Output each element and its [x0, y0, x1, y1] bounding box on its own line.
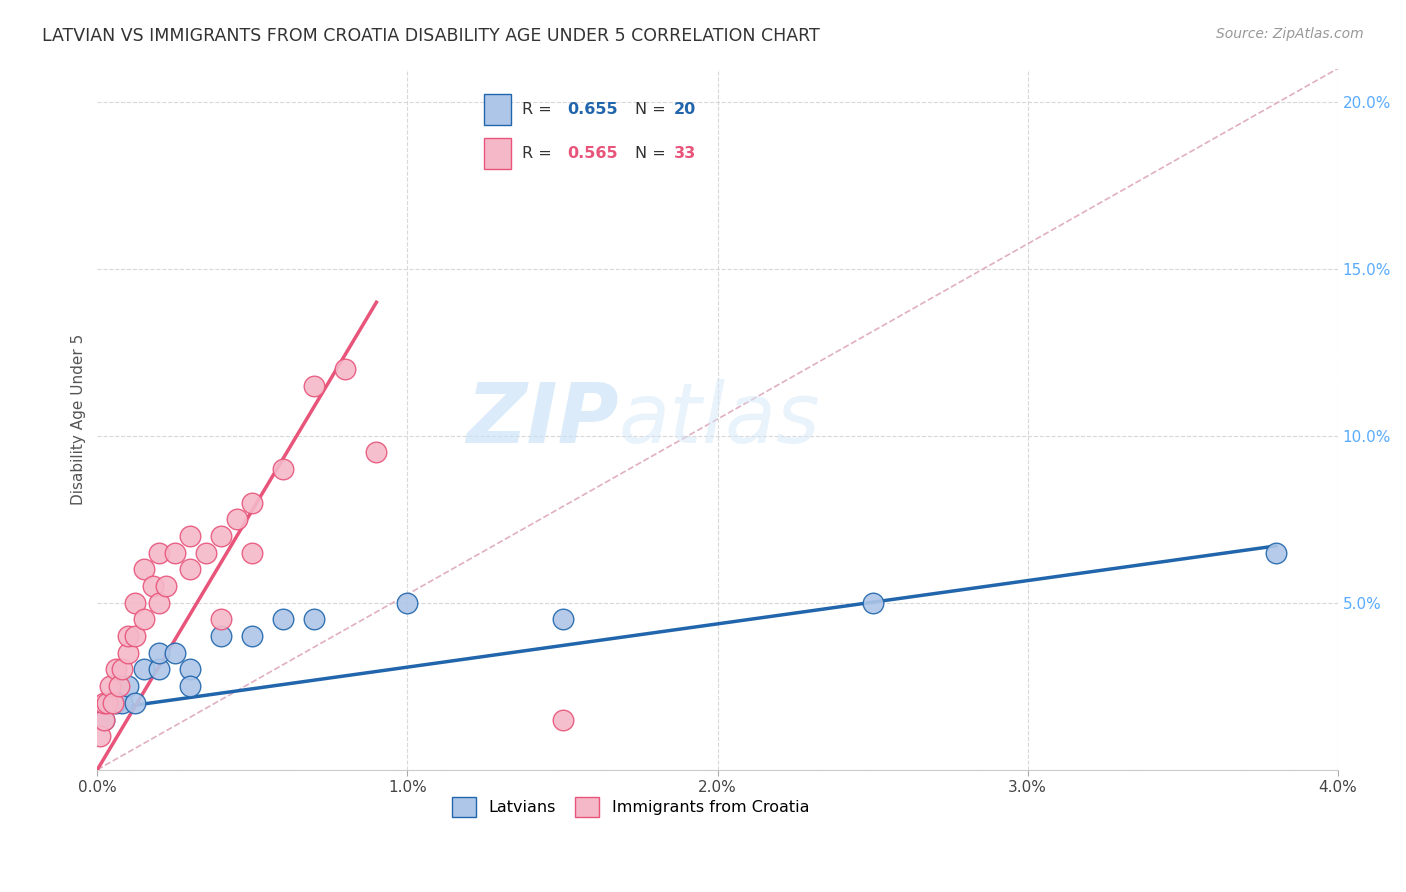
Point: [163, 646, 186, 660]
Point: [124, 596, 146, 610]
Point: [225, 512, 247, 526]
Point: [396, 596, 419, 610]
Point: [179, 562, 201, 576]
Point: [111, 663, 134, 677]
Point: [117, 679, 139, 693]
Point: [98, 696, 121, 710]
Point: [242, 546, 264, 560]
Point: [104, 663, 127, 677]
Y-axis label: Disability Age Under 5: Disability Age Under 5: [72, 334, 86, 505]
Point: [1264, 546, 1286, 560]
Point: [124, 696, 146, 710]
Point: [93, 713, 115, 727]
Text: LATVIAN VS IMMIGRANTS FROM CROATIA DISABILITY AGE UNDER 5 CORRELATION CHART: LATVIAN VS IMMIGRANTS FROM CROATIA DISAB…: [42, 27, 820, 45]
Point: [163, 546, 186, 560]
Point: [117, 629, 139, 643]
Point: [111, 696, 134, 710]
Point: [304, 612, 326, 626]
Point: [551, 612, 574, 626]
Point: [179, 529, 201, 543]
Point: [148, 546, 170, 560]
Point: [209, 612, 232, 626]
Point: [273, 462, 295, 476]
Point: [862, 596, 884, 610]
Point: [148, 596, 170, 610]
Point: [98, 679, 121, 693]
Point: [551, 713, 574, 727]
Text: ZIP: ZIP: [465, 378, 619, 459]
Point: [366, 445, 388, 459]
Point: [132, 663, 155, 677]
Point: [194, 546, 217, 560]
Point: [304, 378, 326, 392]
Point: [148, 663, 170, 677]
Point: [117, 646, 139, 660]
Point: [148, 646, 170, 660]
Point: [89, 729, 111, 743]
Point: [242, 629, 264, 643]
Point: [104, 696, 127, 710]
Point: [273, 612, 295, 626]
Point: [179, 663, 201, 677]
Point: [179, 679, 201, 693]
Point: [132, 562, 155, 576]
Text: Source: ZipAtlas.com: Source: ZipAtlas.com: [1216, 27, 1364, 41]
Point: [142, 579, 165, 593]
Point: [124, 629, 146, 643]
Legend: Latvians, Immigrants from Croatia: Latvians, Immigrants from Croatia: [444, 789, 817, 825]
Point: [108, 679, 131, 693]
Point: [101, 696, 124, 710]
Point: [93, 696, 115, 710]
Point: [93, 713, 115, 727]
Point: [132, 612, 155, 626]
Point: [96, 696, 118, 710]
Point: [209, 629, 232, 643]
Point: [155, 579, 177, 593]
Point: [209, 529, 232, 543]
Point: [335, 362, 357, 376]
Text: atlas: atlas: [619, 378, 820, 459]
Point: [242, 495, 264, 509]
